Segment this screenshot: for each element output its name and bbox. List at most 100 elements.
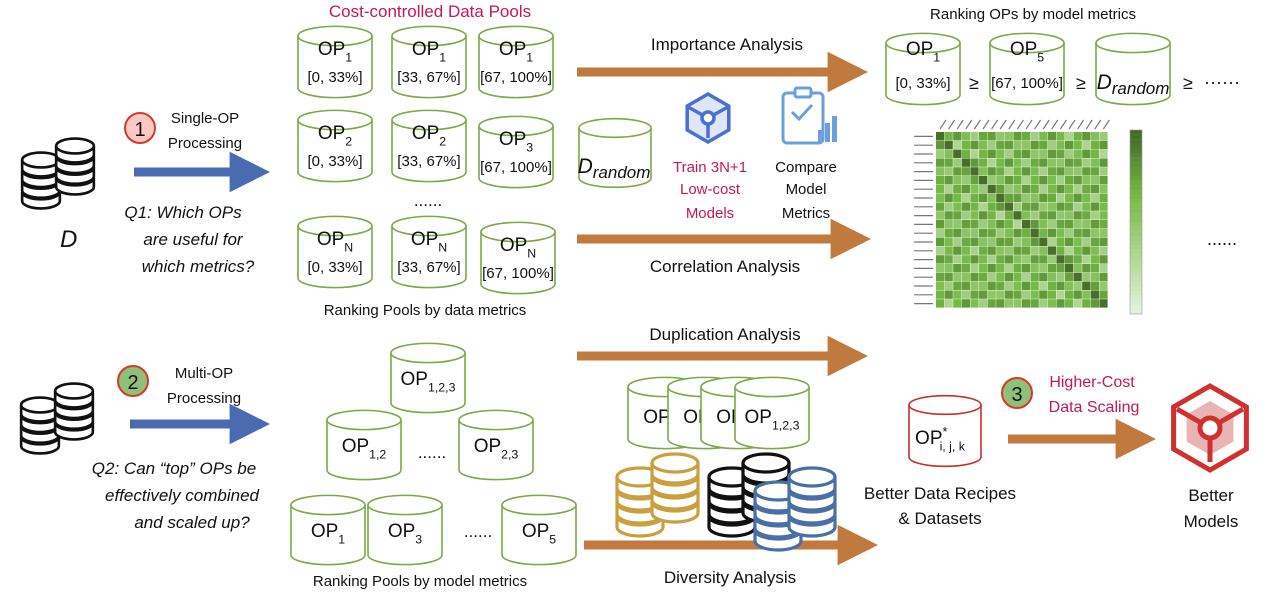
heatmap-cell [944,237,953,246]
database-stack-icon [54,137,96,196]
heatmap-cell [1030,220,1039,229]
heatmap-colorbar-segment [1130,185,1142,190]
heatmap-cell [1065,228,1074,238]
heatmap-cell [1047,246,1056,255]
heatmap-cell [961,290,970,299]
heatmap-cell [1082,237,1091,246]
heatmap-colorbar-segment [1130,194,1142,200]
heatmap-cell [1090,158,1099,167]
heatmap-cell [936,132,945,141]
heatmap-cell [944,255,953,264]
heatmap-colorbar-segment [1130,212,1142,218]
heatmap-cell [953,272,962,282]
heatmap-cell [961,237,970,246]
heatmap-cell [1047,149,1056,158]
heatmap-cell [1056,220,1065,229]
heatmap-cell [1090,255,1099,264]
heatmap-colorbar-segment [1130,203,1142,209]
op-label: OP [643,407,670,428]
heatmap-cell [1090,202,1099,211]
heatmap-cell [1047,220,1056,229]
single-op-label: Single-OP [171,110,239,127]
importance-analysis-label: Importance Analysis [651,35,803,54]
heatmap-cell [1056,202,1065,211]
heatmap-colorbar-segment [1130,240,1142,246]
heatmap-cell [1013,220,1022,229]
heatmap-cell [953,149,962,158]
heatmap-cell [1039,149,1048,158]
range-label: [67, 100%] [991,75,1063,92]
heatmap-cell [979,290,988,299]
range-label: [67, 100%] [482,265,554,282]
heatmap-cell [1099,211,1108,220]
heatmap-cell [936,167,945,176]
heatmap-cell [1013,264,1022,273]
heatmap-cell [987,290,996,299]
heatmap-cell [1065,193,1074,202]
geq-symbol-3: ≥ [1183,73,1193,93]
heatmap-cell [1082,184,1091,194]
heatmap-cell [936,158,945,167]
heatmap-colorbar-segment [1130,226,1142,232]
data-pool: OP3 [67, 100%] [478,115,554,189]
grid-ellipsis: ...... [414,191,442,210]
heatmap-colorbar-segment [1130,295,1142,301]
heatmap-cell [1090,211,1099,220]
heatmap-cell [970,149,979,158]
better-recipe-pool: OP* i, j, k [908,394,982,468]
heatmap-cell [1082,255,1091,264]
duplication-analysis-label: Duplication Analysis [649,325,800,344]
heatmap-cell [1073,176,1082,185]
heatmap-cell [1039,246,1048,255]
op-label: OP5 [522,521,556,546]
heatmap-cell [1039,140,1048,150]
heatmap-cell [1099,149,1108,158]
heatmap-cell [987,202,996,211]
heatmap-colorbar-segment [1130,258,1142,264]
heatmap-cell [1047,176,1056,185]
heatmap-cell [987,272,996,282]
heatmap-cell [979,149,988,158]
heatmap-cell [979,299,988,308]
heatmap-cell [1082,211,1091,220]
heatmap-cell [1065,299,1074,308]
heatmap-cell [1065,255,1074,264]
heatmap-cell [970,202,979,211]
heatmap-cell [1056,264,1065,273]
heatmap-cell [1099,299,1108,308]
heatmap-cell [996,193,1005,202]
heatmap-cell [987,140,996,150]
heatmap-cell [979,228,988,238]
heatmap-cell [1039,228,1048,238]
heatmap-cell [1004,264,1013,273]
heatmap-cell [1030,132,1039,141]
op-label: OP2,3 [474,436,519,461]
heatmap-colorbar-segment [1130,291,1142,296]
heatmap-cell [944,281,953,290]
processing-label-2: Processing [167,390,241,407]
heatmap-cell [944,220,953,229]
combined-pool: OP5 [501,494,577,566]
heatmap-cell [1082,167,1091,176]
heatmap-colorbar-segment [1130,139,1142,144]
heatmap-cell [961,246,970,255]
heatmap-cell [1090,140,1099,150]
heatmap-cell [944,272,953,282]
heatmap-cell [961,272,970,282]
ranked-pool: OP1 [0, 33%] [885,32,961,106]
heatmap-cell [936,290,945,299]
q1-line-2: are useful for [143,230,244,249]
heatmap-cell [1073,132,1082,141]
heatmap-cell [1022,264,1031,273]
heatmap-cell [970,167,979,176]
heatmap-cell [1090,167,1099,176]
step-2-badge [117,365,149,397]
heatmap-cell [979,264,988,273]
range-label: [0, 33%] [307,259,362,276]
op-label: OPN [317,229,353,254]
heatmap-cell [1065,290,1074,299]
heatmap-cell [1004,228,1013,238]
higher-cost-label-1: Higher-Cost [1049,374,1135,391]
heatmap-colorbar-segment [1130,268,1142,273]
heatmap-cell [1013,299,1022,308]
